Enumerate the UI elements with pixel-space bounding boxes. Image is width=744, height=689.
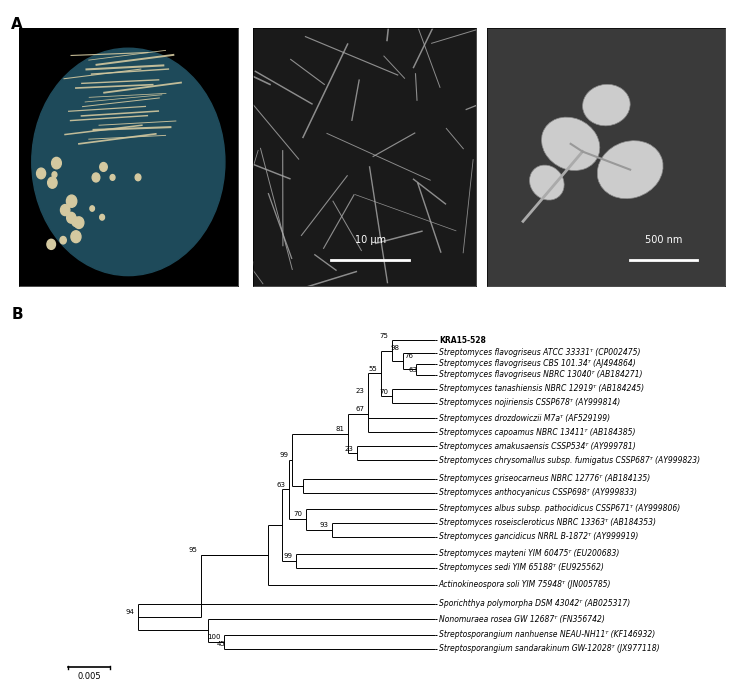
Text: Streptomyces flavogriseus NBRC 13040ᵀ (AB184271): Streptomyces flavogriseus NBRC 13040ᵀ (A…: [439, 370, 642, 379]
Text: 23: 23: [356, 388, 365, 394]
Text: Nonomuraea rosea GW 12687ᵀ (FN356742): Nonomuraea rosea GW 12687ᵀ (FN356742): [439, 615, 605, 624]
Circle shape: [66, 195, 77, 207]
Circle shape: [47, 239, 56, 249]
Text: 94: 94: [126, 610, 135, 615]
Text: 93: 93: [319, 522, 328, 528]
Circle shape: [90, 206, 94, 212]
Text: 99: 99: [280, 452, 289, 458]
Text: A: A: [11, 17, 23, 32]
Ellipse shape: [542, 117, 600, 170]
Circle shape: [60, 236, 66, 244]
Text: 95: 95: [189, 548, 198, 553]
Circle shape: [67, 212, 76, 223]
Text: 23: 23: [344, 446, 353, 452]
Text: 10 μm: 10 μm: [355, 234, 385, 245]
Circle shape: [60, 205, 70, 216]
Text: 63: 63: [408, 367, 417, 373]
Text: 99: 99: [283, 553, 292, 559]
Text: 70: 70: [379, 389, 388, 395]
Circle shape: [100, 163, 107, 172]
Text: 0.005: 0.005: [77, 672, 101, 681]
Circle shape: [32, 48, 225, 276]
Circle shape: [74, 217, 84, 229]
Text: 67: 67: [356, 407, 365, 413]
Text: Streptomyces sedi YIM 65188ᵀ (EU925562): Streptomyces sedi YIM 65188ᵀ (EU925562): [439, 563, 604, 573]
Text: Streptosporangium sandarakinum GW-12028ᵀ (JX977118): Streptosporangium sandarakinum GW-12028ᵀ…: [439, 644, 659, 653]
Text: Actinokineospora soli YIM 75948ᵀ (JN005785): Actinokineospora soli YIM 75948ᵀ (JN0057…: [439, 580, 612, 589]
Text: Streptosporangium nanhuense NEAU-NH11ᵀ (KF146932): Streptosporangium nanhuense NEAU-NH11ᵀ (…: [439, 630, 655, 639]
Text: Streptomyces griseocarneus NBRC 12776ᵀ (AB184135): Streptomyces griseocarneus NBRC 12776ᵀ (…: [439, 475, 650, 484]
Text: Streptomyces flavogriseus CBS 101.34ᵀ (AJ494864): Streptomyces flavogriseus CBS 101.34ᵀ (A…: [439, 359, 635, 368]
Text: Streptomyces nojiriensis CSSP678ᵀ (AY999814): Streptomyces nojiriensis CSSP678ᵀ (AY999…: [439, 398, 620, 407]
Circle shape: [135, 174, 141, 181]
Text: 70: 70: [294, 511, 303, 517]
Text: 63: 63: [276, 482, 285, 488]
Text: 81: 81: [336, 426, 344, 432]
Text: Streptomyces albus subsp. pathocidicus CSSP671ᵀ (AY999806): Streptomyces albus subsp. pathocidicus C…: [439, 504, 680, 513]
Text: Streptomyces roseiscleroticus NBRC 13363ᵀ (AB184353): Streptomyces roseiscleroticus NBRC 13363…: [439, 518, 656, 527]
Text: 55: 55: [368, 366, 377, 371]
Text: Streptomyces amakusaensis CSSP534ᵀ (AY999781): Streptomyces amakusaensis CSSP534ᵀ (AY99…: [439, 442, 635, 451]
Text: KRA15-528: KRA15-528: [439, 336, 486, 344]
Ellipse shape: [597, 141, 663, 198]
Ellipse shape: [530, 165, 564, 200]
Text: 500 nm: 500 nm: [645, 234, 682, 245]
Circle shape: [72, 217, 80, 227]
Text: 76: 76: [405, 353, 414, 359]
Circle shape: [92, 173, 100, 182]
Text: Streptomyces gancidicus NRRL B-1872ᵀ (AY999919): Streptomyces gancidicus NRRL B-1872ᵀ (AY…: [439, 532, 638, 541]
Circle shape: [100, 214, 104, 220]
Text: 98: 98: [391, 345, 400, 351]
Circle shape: [52, 172, 57, 178]
Text: Streptomyces anthocyanicus CSSP698ᵀ (AY999833): Streptomyces anthocyanicus CSSP698ᵀ (AY9…: [439, 489, 637, 497]
Text: B: B: [11, 307, 23, 322]
Ellipse shape: [583, 84, 630, 126]
Text: Streptomyces flavogriseus ATCC 33331ᵀ (CP002475): Streptomyces flavogriseus ATCC 33331ᵀ (C…: [439, 348, 641, 358]
Text: 75: 75: [379, 333, 388, 339]
Circle shape: [48, 177, 57, 188]
Circle shape: [71, 231, 81, 243]
Text: Sporichthya polymorpha DSM 43042ᵀ (AB025317): Sporichthya polymorpha DSM 43042ᵀ (AB025…: [439, 599, 630, 608]
Text: 45: 45: [217, 641, 225, 648]
Text: Streptomyces tanashiensis NBRC 12919ᵀ (AB184245): Streptomyces tanashiensis NBRC 12919ᵀ (A…: [439, 384, 644, 393]
Text: Streptomyces chrysomallus subsp. fumigatus CSSP687ᵀ (AY999823): Streptomyces chrysomallus subsp. fumigat…: [439, 455, 700, 465]
Circle shape: [110, 174, 115, 181]
Circle shape: [51, 157, 61, 169]
Circle shape: [36, 168, 45, 178]
Text: Streptomyces drozdowiczii M7aᵀ (AF529199): Streptomyces drozdowiczii M7aᵀ (AF529199…: [439, 413, 610, 422]
Text: Streptomyces capoamus NBRC 13411ᵀ (AB184385): Streptomyces capoamus NBRC 13411ᵀ (AB184…: [439, 428, 635, 437]
Text: 100: 100: [207, 634, 221, 640]
Text: Streptomyces mayteni YIM 60475ᵀ (EU200683): Streptomyces mayteni YIM 60475ᵀ (EU20068…: [439, 549, 619, 558]
